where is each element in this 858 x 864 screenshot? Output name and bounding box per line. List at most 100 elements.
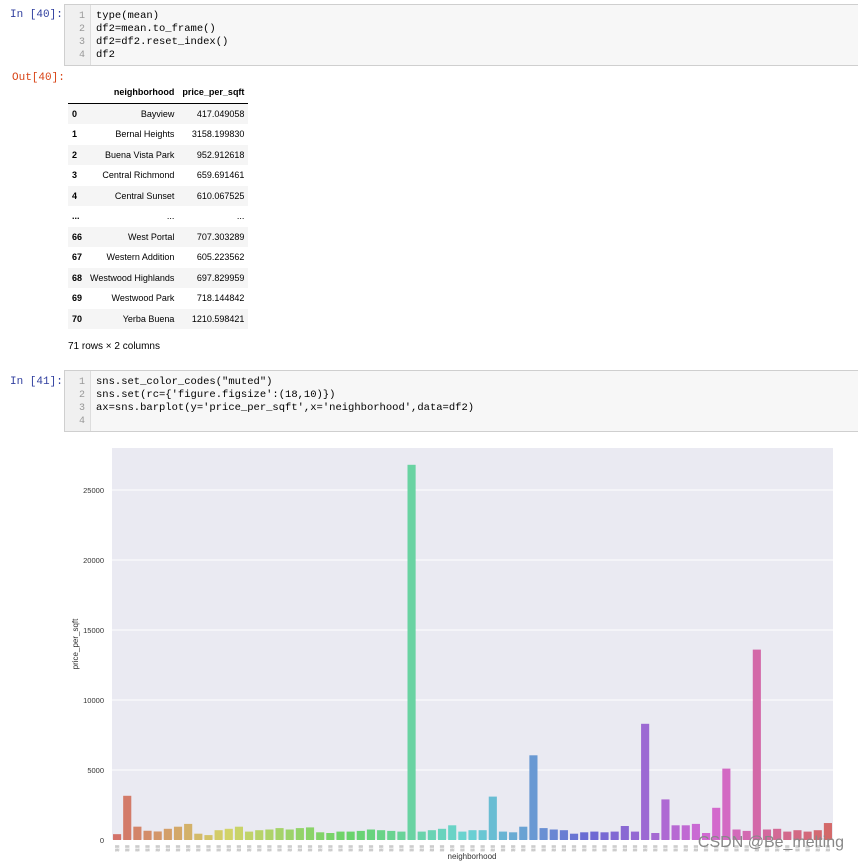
row-index: 70 [72,313,83,324]
x-tick-label: ▒ [338,845,343,852]
x-tick-label: ▒ [623,845,628,852]
bar [285,829,294,840]
line-number: 3 [78,37,85,48]
x-tick-label: ▒ [135,845,140,852]
watermark: CSDN @Be_melting [697,834,844,851]
bar [326,833,335,840]
column-header-neighborhood: neighborhood [86,82,179,104]
barplot-chart: 0 5000 10000 15000 20000 25000 ▒ ▒ ▒ ▒ ▒ ▒ ▒ ▒ ▒ ▒ ▒ ▒ ▒ ▒… [71,448,833,861]
row-index: 3 [72,170,78,181]
in-prompt-40: In [40]: [10,9,63,21]
dataframe-shape: 71 rows × 2 columns [68,341,160,352]
cell-neighborhood: Westwood Park [111,293,175,304]
x-tick-label: ▒ [694,845,699,852]
x-tick-label: ▒ [420,845,425,852]
code-cell-41[interactable]: 1 sns.set_color_codes("muted") 2 sns.set(r… [64,370,858,432]
bar [336,831,345,840]
table-row: ......... [68,206,248,227]
bar [712,807,721,840]
code-line: ax=sns.barplot(y='price_per_sqft',x='nei… [96,402,475,414]
bar [630,831,640,840]
table-row: 0 Bayview 417.049058 [68,103,249,124]
code-line: sns.set_color_codes("muted") [96,376,273,388]
x-tick-label: ▒ [805,845,810,852]
x-tick-label: ▒ [724,845,729,852]
bar [813,830,822,840]
bar [529,755,538,840]
y-tick-label: 20000 [83,556,104,565]
row-index: 66 [72,231,83,242]
code-cell-40[interactable]: 1 type(mean) 2 df2=mean.to_frame() 3 df2=df… [64,4,858,66]
cell-price: 605.223562 [196,252,245,263]
x-tick-label: ▒ [663,845,668,852]
x-tick-label: ▒ [704,845,709,852]
cell-neighborhood: Central Richmond [102,170,175,181]
bar [234,826,243,840]
row-index: 68 [72,272,83,283]
x-tick-label: ▒ [775,845,780,852]
bar [346,831,355,840]
cell-neighborhood: Central Sunset [114,190,175,201]
bar [610,831,619,840]
x-tick-label: ▒ [277,845,282,852]
bar [793,830,802,840]
bar [823,823,832,840]
bar [397,831,406,840]
row-index: 0 [72,108,78,119]
x-tick-label: ▒ [186,845,191,852]
bar [590,831,599,840]
bar [448,825,457,840]
line-gutter [65,371,91,431]
cell-price: ... [236,211,245,222]
in-prompt-41: In [41]: [10,376,63,388]
x-tick-label: ▒ [440,845,445,852]
x-tick-label: ▒ [176,845,181,852]
x-tick-label: ▒ [369,845,374,852]
x-tick-label: ▒ [531,845,536,852]
bar [722,768,731,840]
x-tick-label: ▒ [430,845,435,852]
x-tick-label: ▒ [196,845,201,852]
bar [762,829,772,840]
bar [732,829,741,840]
bar [153,831,162,840]
bar [295,828,304,840]
line-number: 2 [78,24,85,35]
x-tick-label: ▒ [826,845,831,852]
bar [133,826,142,840]
bar [458,831,467,840]
table-row: 67 Western Addition 605.223562 [68,247,248,268]
x-tick-label: ▒ [582,845,587,852]
row-index: 4 [72,190,78,201]
bar [783,831,792,840]
bar [356,830,365,840]
cell-price: 659.691461 [196,170,245,181]
line-number: 3 [78,403,85,414]
x-tick-label: ▒ [399,845,404,852]
bar [265,829,274,840]
x-tick-label: ▒ [643,845,648,852]
row-index: 1 [72,129,78,140]
x-axis-label: neighborhood [448,852,497,861]
table-row: 1 Bernal Heights 3158.199830 [68,124,248,145]
bar [661,799,670,840]
x-tick-label: ▒ [349,845,354,852]
cell-neighborhood: Buena Vista Park [105,149,175,160]
table-row: 66 West Portal 707.303289 [68,226,249,247]
x-tick-label: ▒ [328,845,333,852]
bar [437,828,447,840]
cell-neighborhood: Bernal Heights [115,129,175,140]
x-tick-label: ▒ [216,845,221,852]
x-tick-label: ▒ [613,845,618,852]
bar [387,830,396,840]
x-tick-label: ▒ [450,845,455,852]
x-tick-label: ▒ [470,845,475,852]
x-tick-label: ▒ [359,845,364,852]
row-index: 69 [72,293,83,304]
x-tick-label: ▒ [684,845,689,852]
cell-price: 718.144842 [196,293,245,304]
code-line: df2 [96,49,115,61]
cell-neighborhood: ... [166,211,175,222]
x-tick-label: ▒ [521,845,526,852]
bar [204,835,213,840]
